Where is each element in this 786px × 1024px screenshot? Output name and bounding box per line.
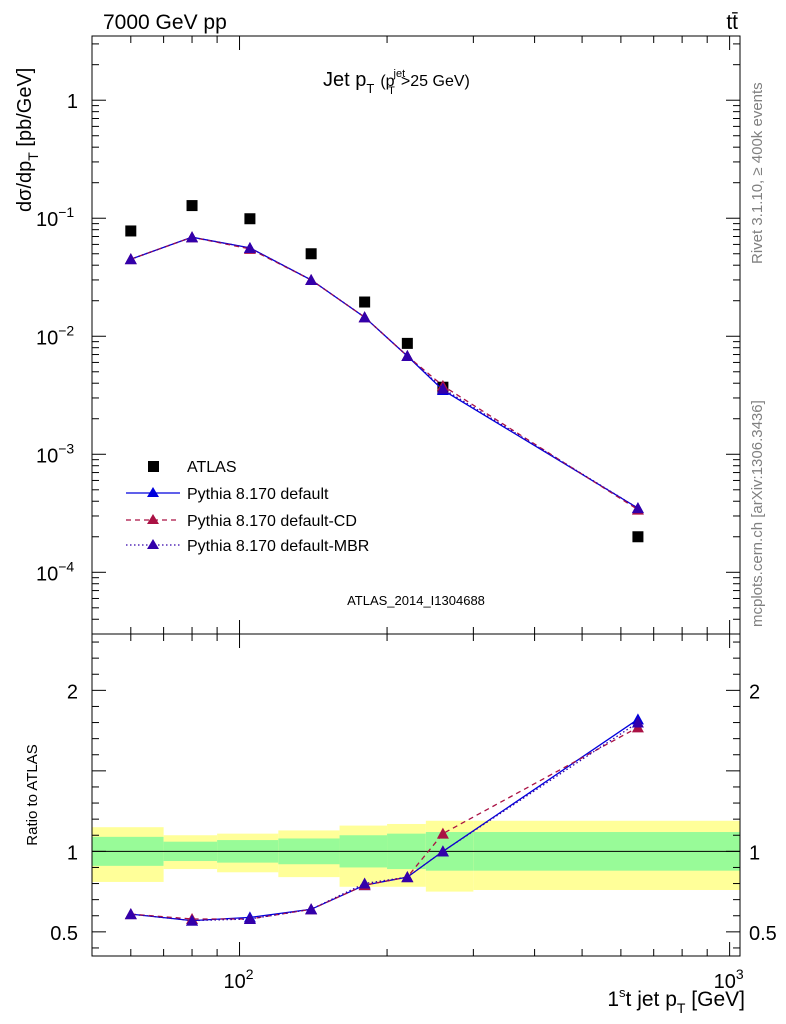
main-plot-title: Jet pT (pjet T>25 GeV) <box>323 68 470 97</box>
main-y-tick-label-exp: −4 <box>58 558 74 574</box>
legend-label-default-mbr: Pythia 8.170 default-MBR <box>187 538 369 555</box>
ratio-marker-pythia-8-170-default-mbr <box>243 912 256 924</box>
marker-pythia-8-170-default-mbr <box>436 382 449 394</box>
data-point-atlas <box>401 337 413 349</box>
energy-label: 7000 GeV pp <box>103 11 227 34</box>
legend-marker-default-mbr <box>147 539 159 549</box>
main-y-tick-label: 1 <box>67 91 78 113</box>
legend-entry-default-mbr: Pythia 8.170 default-MBR <box>126 538 369 555</box>
ratio-y-tick-label-right: 0.5 <box>749 923 777 945</box>
main-y-axis-label: dσ/dpT [pb/GeV] <box>14 68 41 212</box>
x-tick-label: 103 <box>714 966 744 993</box>
ratio-marker-pythia-8-170-default-mbr <box>358 877 371 889</box>
legend-marker-default-cd <box>147 514 159 524</box>
series-line-pythia-8-170-default-cd <box>130 236 639 511</box>
legend-entry-default: Pythia 8.170 default <box>126 486 329 503</box>
x-tick-label: 102 <box>224 966 254 993</box>
ratio-marker-pythia-8-170-default-mbr <box>186 914 199 926</box>
main-y-tick-label: 10−4 <box>36 558 74 585</box>
main-y-tick-label-exp: −2 <box>58 322 74 338</box>
analysis-watermark: ATLAS_2014_I1304688 <box>347 593 485 608</box>
data-point-atlas <box>632 531 644 543</box>
data-point-atlas <box>186 200 198 212</box>
x-axis-label: 1st jet pT [GeV] <box>607 985 745 1016</box>
ratio-y-tick-label-left: 0.5 <box>50 923 78 945</box>
x-tick-label-base: 10 <box>224 971 246 993</box>
main-y-tick-label: 10−1 <box>36 204 74 231</box>
ratio-marker-pythia-8-170-default-mbr <box>124 908 137 920</box>
legend-marker-default <box>147 487 159 497</box>
main-y-tick-label: 10−3 <box>36 440 74 467</box>
marker-pythia-8-170-default-mbr <box>186 231 199 243</box>
main-y-tick-label-base: 10 <box>36 327 58 349</box>
main-y-tick-label-base: 10 <box>36 209 58 231</box>
x-tick-label-exp: 3 <box>736 966 744 982</box>
legend-label-atlas: ATLAS <box>187 459 237 476</box>
data-point-atlas <box>359 296 371 308</box>
ratio-marker-pythia-8-170-default-mbr <box>401 871 414 883</box>
ratio-line-pythia-8-170-default-cd <box>130 726 639 920</box>
data-point-atlas <box>305 248 317 260</box>
x-tick-label-base: 10 <box>714 971 736 993</box>
legend-entry-default-cd: Pythia 8.170 default-CD <box>126 513 357 530</box>
marker-pythia-8-170-default-mbr <box>243 241 256 253</box>
marker-pythia-8-170-default-mbr <box>124 253 137 265</box>
rivet-label: Rivet 3.1.10, ≥ 400k events <box>749 82 766 264</box>
ratio-y-tick-label-right: 1 <box>749 842 760 864</box>
series-line-pythia-8-170-default-mbr <box>130 236 639 509</box>
legend-marker-atlas <box>148 461 159 472</box>
legend-label-default: Pythia 8.170 default <box>187 486 329 503</box>
ratio-y-tick-label-right: 2 <box>749 681 760 703</box>
main-y-tick-label-exp: −3 <box>58 440 74 456</box>
legend: ATLAS Pythia 8.170 default Pythia 8.170 … <box>126 459 369 555</box>
ratio-line-pythia-8-170-default-mbr <box>130 721 639 922</box>
marker-pythia-8-170-default-mbr <box>631 502 644 514</box>
mcplots-label: mcplots.cern.ch [arXiv:1306.3436] <box>749 400 766 627</box>
ratio-marker-pythia-8-170-default-mbr <box>305 903 318 915</box>
legend-label-default-cd: Pythia 8.170 default-CD <box>187 513 357 530</box>
ratio-y-tick-label-left: 2 <box>67 681 78 703</box>
main-y-tick-label-base: 10 <box>36 563 58 585</box>
main-y-tick-label-exp: −1 <box>58 204 74 220</box>
marker-pythia-8-170-default-mbr <box>358 311 371 323</box>
main-plot-area: 110−110−210−310−4 <box>36 36 740 635</box>
ratio-marker-pythia-8-170-default-cd <box>436 827 449 839</box>
ratio-marker-pythia-8-170-default-mbr <box>436 845 449 857</box>
ratio-y-axis-label: Ratio to ATLAS <box>24 744 41 845</box>
main-frame-bg <box>92 36 740 634</box>
x-tick-label-exp: 2 <box>246 966 254 982</box>
ratio-frame-bg <box>92 634 740 956</box>
ratio-marker-pythia-8-170-default-mbr <box>631 716 644 728</box>
marker-pythia-8-170-default-mbr <box>305 273 318 285</box>
data-point-atlas <box>244 213 256 225</box>
main-y-tick-label-base: 10 <box>36 445 58 467</box>
main-y-tick-label: 10−2 <box>36 322 74 349</box>
legend-entry-atlas: ATLAS <box>148 459 237 476</box>
data-point-atlas <box>125 225 137 237</box>
ratio-y-tick-label-left: 1 <box>67 842 78 864</box>
ratio-frame <box>91 633 741 957</box>
marker-pythia-8-170-default-mbr <box>401 350 414 362</box>
process-label: tt̄ <box>726 11 738 34</box>
